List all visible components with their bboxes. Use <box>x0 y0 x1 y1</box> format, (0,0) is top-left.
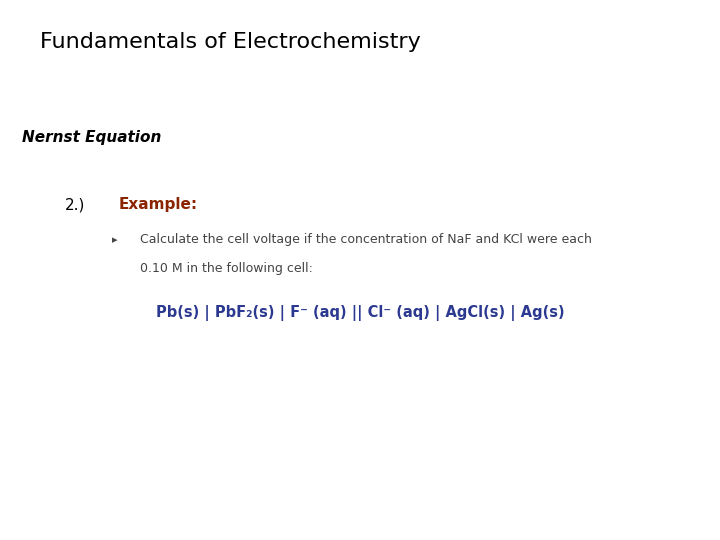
Text: Example:: Example: <box>119 197 198 212</box>
Text: 2.): 2.) <box>65 197 85 212</box>
Text: Calculate the cell voltage if the concentration of NaF and KCl were each: Calculate the cell voltage if the concen… <box>140 233 593 246</box>
Text: ▸: ▸ <box>112 235 117 245</box>
Text: Nernst Equation: Nernst Equation <box>22 130 161 145</box>
Text: Pb(s) | PbF₂(s) | F⁻ (aq) || Cl⁻ (aq) | AgCl(s) | Ag(s): Pb(s) | PbF₂(s) | F⁻ (aq) || Cl⁻ (aq) | … <box>156 305 564 321</box>
Text: Fundamentals of Electrochemistry: Fundamentals of Electrochemistry <box>40 32 420 52</box>
Text: 0.10 M in the following cell:: 0.10 M in the following cell: <box>140 262 313 275</box>
